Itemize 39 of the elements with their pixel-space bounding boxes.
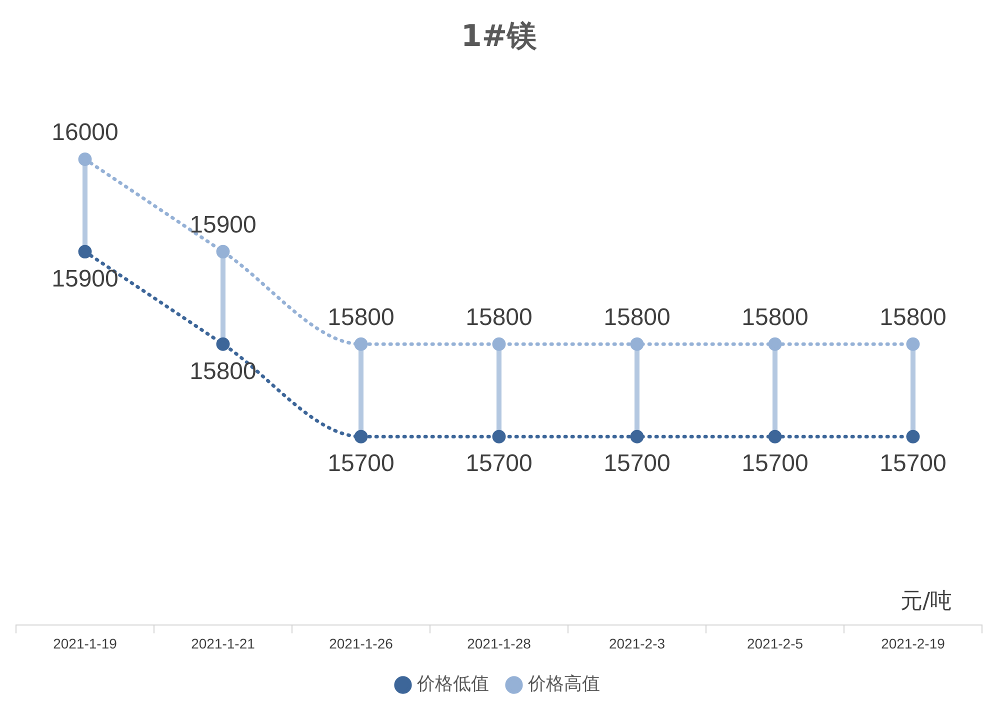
data-label: 15800 bbox=[604, 304, 670, 331]
x-tick-label: 2021-2-5 bbox=[746, 635, 804, 652]
x-tick-label: 2021-2-19 bbox=[881, 635, 946, 652]
legend-label: 价格高值 bbox=[527, 674, 600, 695]
data-label: 15800 bbox=[742, 304, 808, 331]
x-tick-label: 2021-2-3 bbox=[608, 635, 666, 652]
legend-label: 价格低值 bbox=[416, 674, 489, 695]
data-label: 15800 bbox=[328, 304, 394, 331]
data-label: 15700 bbox=[604, 450, 670, 478]
data-label: 15700 bbox=[742, 450, 808, 478]
chart-title: 1#镁 bbox=[460, 18, 538, 54]
x-tick-label: 2021-1-19 bbox=[53, 635, 118, 652]
point bbox=[216, 244, 230, 258]
point bbox=[78, 244, 92, 258]
data-label: 15900 bbox=[52, 265, 118, 292]
point bbox=[354, 430, 368, 444]
x-tick-label: 2021-1-21 bbox=[191, 635, 256, 652]
data-label: 15700 bbox=[328, 450, 394, 478]
point bbox=[906, 430, 920, 444]
text: 元/吨 bbox=[900, 588, 952, 614]
point bbox=[492, 337, 506, 351]
point bbox=[216, 337, 230, 351]
data-label: 15700 bbox=[466, 450, 532, 478]
data-label: 15800 bbox=[880, 304, 946, 331]
point bbox=[906, 337, 920, 351]
point bbox=[630, 430, 644, 444]
x-tick-label: 2021-1-26 bbox=[329, 635, 394, 652]
point bbox=[768, 337, 782, 351]
data-label: 16000 bbox=[52, 118, 118, 146]
point bbox=[78, 152, 92, 166]
point bbox=[354, 337, 368, 351]
point bbox=[492, 430, 506, 444]
data-label: 15900 bbox=[190, 211, 256, 238]
data-label: 15800 bbox=[466, 304, 532, 331]
point bbox=[630, 337, 644, 351]
data-label: 15800 bbox=[190, 358, 256, 385]
x-tick-label: 2021-1-28 bbox=[467, 635, 532, 652]
data-label: 15700 bbox=[880, 450, 946, 478]
point bbox=[768, 430, 782, 444]
